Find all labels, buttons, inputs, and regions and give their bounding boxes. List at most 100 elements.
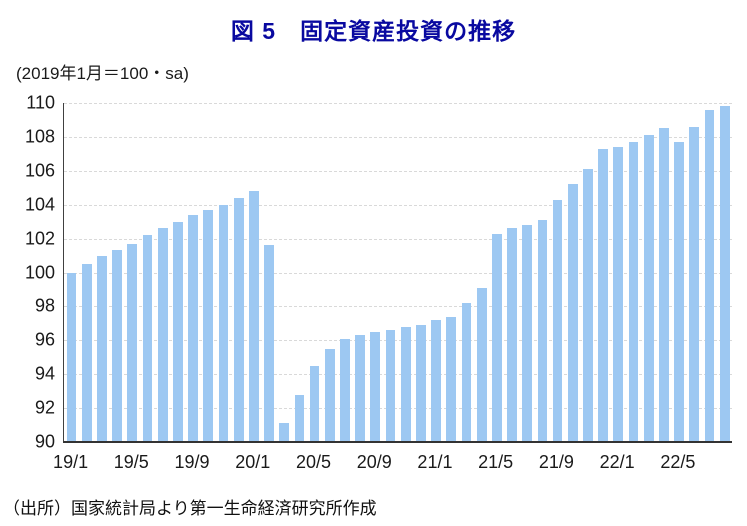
- y-axis-label: 108: [24, 126, 55, 147]
- plot-area: [62, 103, 732, 443]
- x-axis-tick-labels: 19/1 19/5 19/9 20/1 20/5 20/9 21/1 21/5 21/9 22/1…: [53, 452, 731, 478]
- y-axis-label: 102: [24, 228, 55, 249]
- x-axis-label-20/9: 20/9: [356, 452, 392, 472]
- gridline-106: [64, 170, 732, 172]
- bar-slot: [550, 103, 565, 442]
- bar-22/4: [659, 128, 669, 442]
- y-axis-tick-labels: 90 92 94 96 98 100 102 104 106 108 110: [0, 93, 55, 452]
- bar-slot: [246, 103, 261, 442]
- y-axis-label: 104: [24, 194, 55, 215]
- bar-19/9: [188, 214, 198, 442]
- y-axis-label: 92: [34, 397, 55, 418]
- bar-slot: [231, 103, 246, 442]
- x-axis-label-20/1: 20/1: [235, 452, 271, 472]
- bar-19/6: [142, 235, 153, 442]
- bar-21/12: [598, 148, 609, 442]
- bar-21/9: [552, 199, 563, 442]
- chart-subtitle: (2019年1月＝100・sa): [16, 64, 189, 83]
- bar-slot: [337, 103, 352, 442]
- bar-slot: [641, 103, 656, 442]
- bar-slot: [489, 103, 504, 442]
- bar-slot: [565, 103, 580, 442]
- bar-22/7: [704, 109, 715, 442]
- gridline-92: [64, 408, 732, 410]
- bar-slot: [672, 103, 687, 442]
- bar-19/7: [157, 228, 168, 442]
- x-axis-line: [62, 441, 732, 443]
- bar-slot: [444, 103, 459, 442]
- gridline-104: [64, 204, 732, 206]
- bar-21/11: [583, 169, 593, 442]
- bar-20/12: [416, 325, 426, 442]
- bar-slot: [383, 103, 398, 442]
- bar-19/4: [112, 250, 123, 442]
- bar-slot: [580, 103, 595, 442]
- bar-20/1: [248, 191, 259, 442]
- bar-slot: [94, 103, 109, 442]
- bar-21/6: [507, 228, 517, 442]
- bar-slot: [140, 103, 155, 442]
- bar-slot: [64, 103, 79, 442]
- bar-20/3: [279, 423, 290, 442]
- bar-19/10: [203, 209, 214, 442]
- bar-20/6: [324, 348, 335, 442]
- bar-22/8: [719, 106, 730, 442]
- y-axis-label: 96: [34, 329, 55, 350]
- chart-title: 図 5 固定資産投資の推移: [230, 18, 517, 44]
- x-axis-label-20/5: 20/5: [295, 452, 332, 472]
- bar-slot: [79, 103, 94, 442]
- bar-21/3: [461, 303, 472, 442]
- bar-19/1: [66, 272, 77, 442]
- bar-22/3: [643, 135, 654, 442]
- bar-slot: [277, 103, 292, 442]
- bar-slot: [702, 103, 717, 442]
- source-note: （出所）国家統計局より第一生命経済研究所作成: [3, 499, 377, 518]
- bar-slot: [170, 103, 185, 442]
- y-axis-label: 98: [34, 295, 55, 316]
- bar-slot: [201, 103, 216, 442]
- bar-slot: [216, 103, 231, 442]
- bar-19/11: [218, 204, 229, 442]
- bar-21/10: [567, 184, 578, 442]
- bar-21/5: [491, 233, 502, 442]
- bar-slot: [626, 103, 641, 442]
- x-axis-label-21/5: 21/5: [478, 452, 514, 472]
- bar-20/5: [309, 365, 320, 442]
- bar-20/10: [385, 330, 396, 442]
- x-axis-label-21/1: 21/1: [417, 452, 453, 472]
- bar-22/2: [628, 142, 639, 442]
- bar-19/2: [81, 264, 92, 442]
- x-axis-label-22/5: 22/5: [660, 452, 696, 472]
- bar-22/5: [674, 142, 684, 442]
- bar-20/11: [400, 326, 411, 442]
- y-axis-label: 110: [26, 92, 55, 113]
- bar-22/1: [613, 147, 624, 442]
- bar-slot: [110, 103, 125, 442]
- gridline-110: [64, 103, 732, 104]
- bar-slot: [322, 103, 337, 442]
- gridline-94: [64, 374, 732, 376]
- bar-20/7: [340, 338, 350, 442]
- bar-slot: [155, 103, 170, 442]
- bar-slot: [596, 103, 611, 442]
- bar-19/8: [173, 221, 183, 442]
- bar-20/2: [264, 245, 274, 442]
- bar-slot: [504, 103, 519, 442]
- bar-20/9: [370, 331, 381, 442]
- bar-slot: [520, 103, 535, 442]
- bar-22/6: [689, 126, 700, 442]
- bar-21/1: [431, 319, 441, 442]
- bar-slot: [125, 103, 140, 442]
- x-axis-label-19/9: 19/9: [174, 452, 210, 472]
- bar-slot: [353, 103, 368, 442]
- gridline-96: [64, 340, 732, 342]
- bar-slot: [368, 103, 383, 442]
- bar-slot: [474, 103, 489, 442]
- bar-slot: [687, 103, 702, 442]
- x-axis-label-19/5: 19/5: [113, 452, 149, 472]
- bar-21/4: [476, 287, 487, 442]
- gridline-100: [64, 272, 732, 274]
- bar-slot: [656, 103, 671, 442]
- bar-slot: [413, 103, 428, 442]
